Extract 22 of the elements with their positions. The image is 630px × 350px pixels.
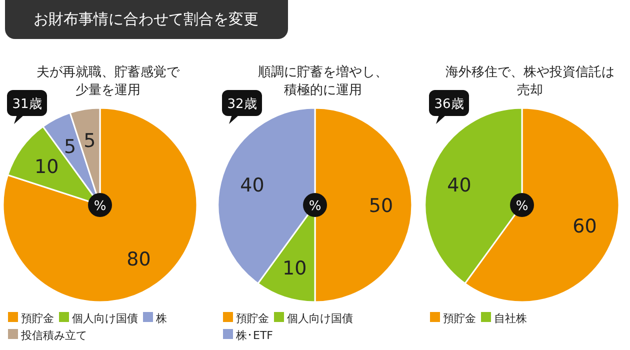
text: % [94, 199, 106, 214]
data-label: 10 [282, 258, 307, 280]
legend-label: 個人向け国債 [72, 312, 138, 325]
data-label: 60 [572, 215, 597, 238]
legend-label: 個人向け国債 [287, 312, 353, 325]
text: % [516, 199, 528, 214]
data-label: 5 [64, 136, 76, 158]
data-label: 40 [447, 174, 472, 197]
data-label: 10 [34, 156, 59, 178]
data-label: 40 [240, 174, 264, 197]
legend-label: 投信積み立て [20, 329, 87, 342]
legend-label: 預貯金 [21, 312, 54, 325]
data-label: 80 [126, 248, 151, 270]
data-label: 5 [84, 130, 96, 152]
text: お財布事情に合わせて割合を変更 [34, 10, 258, 28]
legend-label: 株 [155, 312, 167, 325]
legend-label: 株･ETF [235, 329, 273, 342]
legend-label: 預貯金 [443, 312, 476, 325]
data-label: 50 [368, 195, 394, 217]
legend-label: 自社株 [494, 312, 527, 325]
text: % [308, 199, 322, 214]
legend-label: 預貯金 [236, 312, 269, 325]
